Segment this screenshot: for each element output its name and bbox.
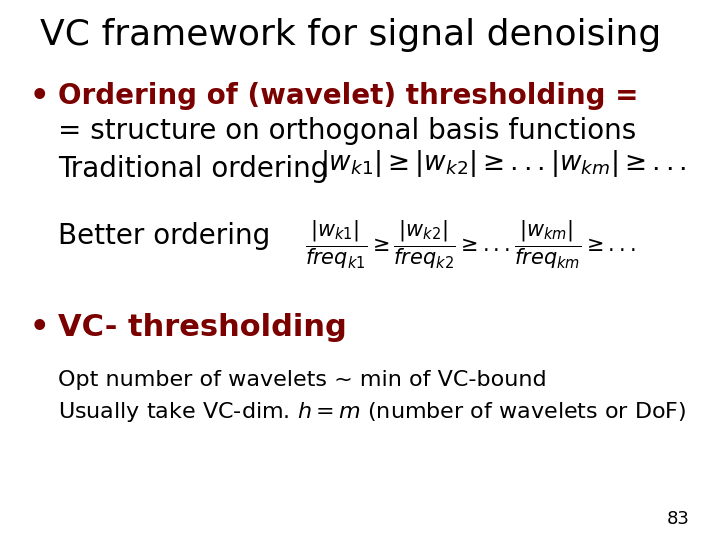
Text: $\dfrac{|w_{k1}|}{freq_{k1}}\geq\dfrac{|w_{k2}|}{freq_{k2}}\geq...\dfrac{|w_{km}: $\dfrac{|w_{k1}|}{freq_{k1}}\geq\dfrac{|… <box>305 218 636 271</box>
Text: •: • <box>30 82 50 111</box>
Text: VC- thresholding: VC- thresholding <box>58 313 347 342</box>
Text: Usually take VC-dim. $\mathit{h{=}m}$ (number of wavelets or DoF): Usually take VC-dim. $\mathit{h{=}m}$ (n… <box>58 400 686 424</box>
Text: Ordering of (wavelet) thresholding =: Ordering of (wavelet) thresholding = <box>58 82 639 110</box>
Text: Opt number of wavelets ~ min of VC-bound: Opt number of wavelets ~ min of VC-bound <box>58 370 546 390</box>
Text: $|w_{k1}|\geq|w_{k2}|\geq...|w_{km}|\geq...$: $|w_{k1}|\geq|w_{k2}|\geq...|w_{km}|\geq… <box>320 148 686 179</box>
Text: •: • <box>30 313 50 342</box>
Text: Better ordering: Better ordering <box>58 222 270 250</box>
Text: 83: 83 <box>667 510 690 528</box>
Text: = structure on orthogonal basis functions: = structure on orthogonal basis function… <box>58 117 636 145</box>
Text: VC framework for signal denoising: VC framework for signal denoising <box>40 18 661 52</box>
Text: Traditional ordering: Traditional ordering <box>58 155 328 183</box>
